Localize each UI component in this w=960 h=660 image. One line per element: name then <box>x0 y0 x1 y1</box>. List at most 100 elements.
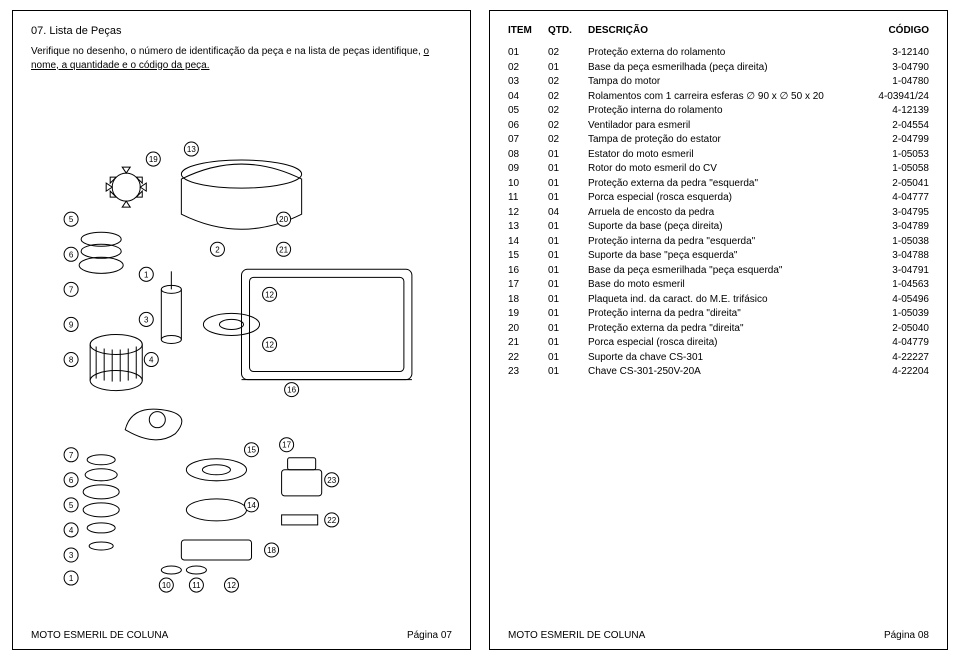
cell-item: 08 <box>508 148 548 163</box>
cell-desc: Ventilador para esmeril <box>588 119 859 134</box>
cell-item: 07 <box>508 133 548 148</box>
cell-desc: Suporte da chave CS-301 <box>588 351 859 366</box>
section-title: 07. Lista de Peças <box>31 25 452 37</box>
cell-item: 05 <box>508 104 548 119</box>
cell-code: 4-12139 <box>859 104 929 119</box>
cell-qtd: 01 <box>548 278 588 293</box>
table-row: 0102Proteção externa do rolamento3-12140 <box>508 46 929 61</box>
table-row: 1901Proteção interna da pedra "direita"1… <box>508 307 929 322</box>
svg-text:2: 2 <box>215 245 220 254</box>
table-row: 0302Tampa do motor1-04780 <box>508 75 929 90</box>
page-footer-right: MOTO ESMERIL DE COLUNA Página 08 <box>508 630 929 641</box>
footer-product: MOTO ESMERIL DE COLUNA <box>31 630 168 641</box>
cell-item: 17 <box>508 278 548 293</box>
cell-desc: Arruela de encosto da pedra <box>588 206 859 221</box>
cell-code: 3-12140 <box>859 46 929 61</box>
table-row: 1301Suporte da base (peça direita)3-0478… <box>508 220 929 235</box>
svg-text:1: 1 <box>144 270 149 279</box>
cell-item: 21 <box>508 336 548 351</box>
cell-qtd: 01 <box>548 191 588 206</box>
svg-text:12: 12 <box>265 290 274 299</box>
svg-text:19: 19 <box>149 155 158 164</box>
header-desc: DESCRIÇÃO <box>588 25 859 36</box>
cell-code: 4-05496 <box>859 293 929 308</box>
table-row: 0201Base da peça esmerilhada (peça direi… <box>508 61 929 76</box>
footer-page-number: Página 08 <box>884 630 929 641</box>
cell-code: 1-04780 <box>859 75 929 90</box>
svg-text:16: 16 <box>287 386 296 395</box>
header-qtd: QTD. <box>548 25 588 36</box>
cell-desc: Suporte da base "peça esquerda" <box>588 249 859 264</box>
cell-qtd: 01 <box>548 322 588 337</box>
svg-text:5: 5 <box>69 501 74 510</box>
table-row: 2001Proteção externa da pedra "direita"2… <box>508 322 929 337</box>
cell-item: 09 <box>508 162 548 177</box>
cell-code: 2-05040 <box>859 322 929 337</box>
cell-qtd: 04 <box>548 206 588 221</box>
cell-desc: Proteção externa da pedra "esquerda" <box>588 177 859 192</box>
svg-text:10: 10 <box>162 581 171 590</box>
table-row: 1001Proteção externa da pedra "esquerda"… <box>508 177 929 192</box>
cell-code: 3-04791 <box>859 264 929 279</box>
instruction-text: Verifique no desenho, o número de identi… <box>31 46 424 57</box>
svg-text:4: 4 <box>69 526 74 535</box>
svg-text:6: 6 <box>69 250 74 259</box>
cell-desc: Base da peça esmerilhada (peça direita) <box>588 61 859 76</box>
svg-text:17: 17 <box>282 441 291 450</box>
table-row: 1101Porca especial (rosca esquerda)4-047… <box>508 191 929 206</box>
svg-text:1: 1 <box>69 574 74 583</box>
cell-qtd: 01 <box>548 220 588 235</box>
cell-qtd: 01 <box>548 148 588 163</box>
cell-item: 10 <box>508 177 548 192</box>
table-row: 2101Porca especial (rosca direita)4-0477… <box>508 336 929 351</box>
cell-desc: Plaqueta ind. da caract. do M.E. trifási… <box>588 293 859 308</box>
cell-code: 4-03941/24 <box>859 90 929 105</box>
cell-desc: Proteção interna da pedra "direita" <box>588 307 859 322</box>
table-row: 2201Suporte da chave CS-3014-22227 <box>508 351 929 366</box>
table-row: 0801Estator do moto esmeril1-05053 <box>508 148 929 163</box>
cell-item: 23 <box>508 365 548 380</box>
svg-text:8: 8 <box>69 356 74 365</box>
cell-desc: Suporte da base (peça direita) <box>588 220 859 235</box>
cell-desc: Base da peça esmerilhada "peça esquerda" <box>588 264 859 279</box>
cell-qtd: 01 <box>548 365 588 380</box>
svg-text:11: 11 <box>192 581 201 590</box>
cell-desc: Proteção interna da pedra "esquerda" <box>588 235 859 250</box>
table-row: 1501Suporte da base "peça esquerda"3-047… <box>508 249 929 264</box>
table-row: 0502Proteção interna do rolamento4-12139 <box>508 104 929 119</box>
cell-code: 4-22227 <box>859 351 929 366</box>
cell-code: 3-04789 <box>859 220 929 235</box>
cell-qtd: 01 <box>548 351 588 366</box>
cell-qtd: 01 <box>548 264 588 279</box>
cell-desc: Proteção interna do rolamento <box>588 104 859 119</box>
svg-text:12: 12 <box>227 581 236 590</box>
cell-item: 20 <box>508 322 548 337</box>
cell-code: 2-04799 <box>859 133 929 148</box>
cell-desc: Chave CS-301-250V-20A <box>588 365 859 380</box>
cell-qtd: 01 <box>548 293 588 308</box>
cell-desc: Base do moto esmeril <box>588 278 859 293</box>
cell-qtd: 01 <box>548 336 588 351</box>
footer-product: MOTO ESMERIL DE COLUNA <box>508 630 645 641</box>
cell-code: 3-04790 <box>859 61 929 76</box>
cell-item: 02 <box>508 61 548 76</box>
cell-qtd: 01 <box>548 249 588 264</box>
cell-item: 18 <box>508 293 548 308</box>
cell-qtd: 01 <box>548 307 588 322</box>
svg-text:9: 9 <box>69 320 74 329</box>
table-row: 0402Rolamentos com 1 carreira esferas ∅ … <box>508 90 929 105</box>
cell-item: 14 <box>508 235 548 250</box>
cell-code: 1-05058 <box>859 162 929 177</box>
page-right: ITEM QTD. DESCRIÇÃO CÓDIGO 0102Proteção … <box>489 10 948 650</box>
cell-desc: Porca especial (rosca direita) <box>588 336 859 351</box>
cell-item: 06 <box>508 119 548 134</box>
table-row: 1204Arruela de encosto da pedra3-04795 <box>508 206 929 221</box>
cell-qtd: 02 <box>548 119 588 134</box>
cell-desc: Rotor do moto esmeril do CV <box>588 162 859 177</box>
table-row: 1701Base do moto esmeril1-04563 <box>508 278 929 293</box>
cell-qtd: 01 <box>548 162 588 177</box>
cell-item: 15 <box>508 249 548 264</box>
svg-text:18: 18 <box>267 546 276 555</box>
cell-code: 4-04777 <box>859 191 929 206</box>
svg-text:5: 5 <box>69 215 74 224</box>
